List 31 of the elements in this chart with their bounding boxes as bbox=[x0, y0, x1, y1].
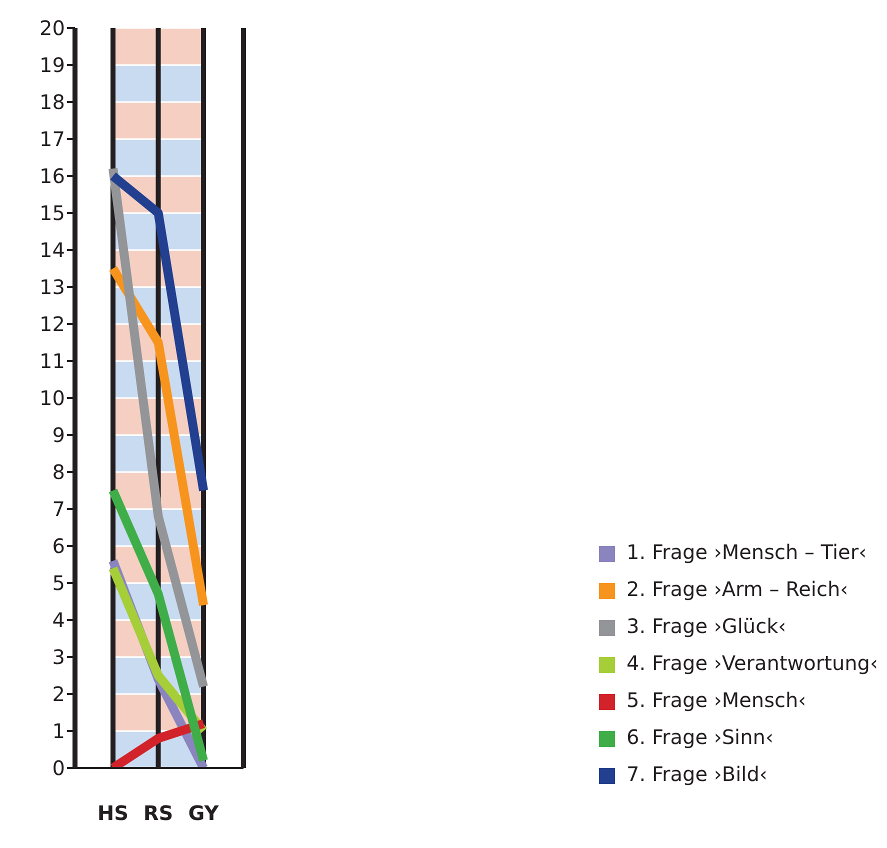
y-tick-label: 4 bbox=[52, 608, 65, 632]
legend-label: 1. Frage ›Mensch – Tier‹ bbox=[626, 540, 867, 564]
y-tick-label: 14 bbox=[40, 238, 65, 262]
y-tick-label: 7 bbox=[52, 497, 65, 522]
legend-label: 6. Frage ›Sinn‹ bbox=[626, 725, 774, 749]
y-tick-label: 18 bbox=[40, 90, 65, 114]
y-tick-label: 11 bbox=[40, 349, 65, 374]
y-tick-label: 12 bbox=[40, 312, 65, 336]
y-tick-label: 3 bbox=[52, 645, 65, 670]
x-tick-label: HS bbox=[97, 801, 129, 826]
y-tick-label: 0 bbox=[52, 756, 65, 780]
y-tick-label: 2 bbox=[52, 682, 65, 706]
y-tick-label: 16 bbox=[40, 164, 65, 188]
y-tick-label: 17 bbox=[40, 127, 65, 152]
y-tick-label: 8 bbox=[52, 460, 65, 484]
legend-label: 7. Frage ›Bild‹ bbox=[626, 762, 768, 786]
x-tick-label: GY bbox=[188, 801, 220, 826]
y-tick-label: 5 bbox=[52, 571, 65, 596]
y-tick-label: 19 bbox=[40, 53, 65, 78]
y-tick-label: 6 bbox=[52, 534, 65, 558]
y-tick-label: 9 bbox=[52, 423, 65, 448]
legend-label: 3. Frage ›Glück‹ bbox=[626, 614, 786, 638]
legend-label: 5. Frage ›Mensch‹ bbox=[626, 688, 806, 712]
legend-label: 4. Frage ›Verantwortung‹ bbox=[626, 651, 878, 675]
y-tick-label: 1 bbox=[52, 719, 65, 744]
y-tick-label: 13 bbox=[40, 275, 65, 300]
y-tick-label: 15 bbox=[40, 201, 65, 226]
x-tick-label: RS bbox=[143, 801, 174, 826]
legend-label: 2. Frage ›Arm – Reich‹ bbox=[626, 577, 848, 601]
y-tick-label: 10 bbox=[40, 386, 65, 410]
y-tick-label: 20 bbox=[40, 16, 65, 40]
